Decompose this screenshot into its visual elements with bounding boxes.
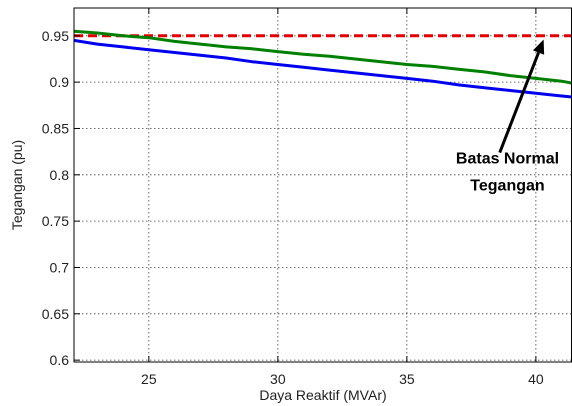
tick-labels: 25 30 35 40 0.6 0.65 0.7 0.75 0.8 0.85 0.9 0.95: [42, 28, 544, 387]
annotation: Batas Normal Tegangan: [456, 39, 559, 195]
x-tick-label: 35: [399, 371, 415, 387]
y-tick-label: 0.8: [50, 167, 70, 183]
x-axis-label: Daya Reaktif (MVAr): [259, 387, 386, 403]
y-tick-label: 0.6: [50, 352, 70, 368]
x-tick-label: 30: [270, 371, 286, 387]
annotation-text-line-1: Batas Normal: [456, 151, 559, 168]
annotation-arrow-line: [498, 52, 540, 154]
y-tick-label: 0.9: [50, 74, 70, 90]
y-tick-label: 0.7: [50, 259, 70, 275]
annotation-text-line-2: Tegangan: [470, 178, 544, 195]
y-tick-label: 0.85: [42, 120, 69, 136]
y-tick-label: 0.65: [42, 306, 69, 322]
y-tick-label: 0.75: [42, 213, 69, 229]
series-group: [73, 29, 572, 99]
ticks: [74, 8, 537, 362]
y-axis-label: Tegangan (pu): [9, 140, 25, 230]
x-tick-label: 25: [141, 371, 157, 387]
series-line-3: [73, 38, 572, 99]
annotation-arrow-head: [532, 39, 545, 55]
series-line-2: [73, 29, 572, 85]
x-tick-label: 40: [528, 371, 544, 387]
grid: [74, 8, 572, 362]
y-tick-label: 0.95: [42, 28, 69, 44]
